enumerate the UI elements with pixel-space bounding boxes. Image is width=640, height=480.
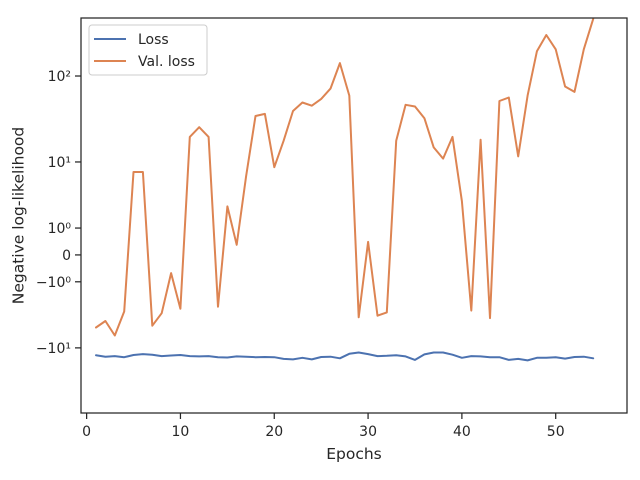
legend-item-val-loss: Val. loss [94,54,195,70]
y-tick-label: 10⁰ [48,221,72,237]
legend-label-loss: Loss [138,32,169,48]
x-tick-label: 50 [547,424,565,440]
y-tick-label: 10¹ [48,155,71,171]
x-axis-ticks: 0 10 20 30 40 50 [82,413,565,440]
legend: Loss Val. loss [88,24,208,76]
x-axis-label: Epochs [326,445,382,463]
y-tick-label: 10² [48,69,71,85]
y-tick-label: −10¹ [36,341,71,357]
y-axis-ticks: −10¹ −10⁰ 0 10⁰ 10¹ 10² [36,69,81,357]
legend-label-val-loss: Val. loss [138,54,195,70]
series-line-val-loss [95,17,595,337]
series-layer [95,17,595,362]
y-axis-label: Negative log-likelihood [10,127,28,305]
series-line-loss [95,351,595,362]
x-tick-label: 0 [82,424,91,440]
legend-box [88,24,208,76]
y-tick-label: −10⁰ [36,275,72,291]
plot-area: 0 10 20 30 40 50 −10¹ −10⁰ 0 10⁰ 10¹ 10² [36,17,628,440]
y-tick-label: 0 [62,248,71,264]
x-tick-label: 20 [265,424,283,440]
legend-item-loss: Loss [94,32,169,48]
x-tick-label: 40 [453,424,471,440]
axes-frame [80,17,628,414]
x-tick-label: 10 [172,424,190,440]
x-tick-label: 30 [359,424,377,440]
